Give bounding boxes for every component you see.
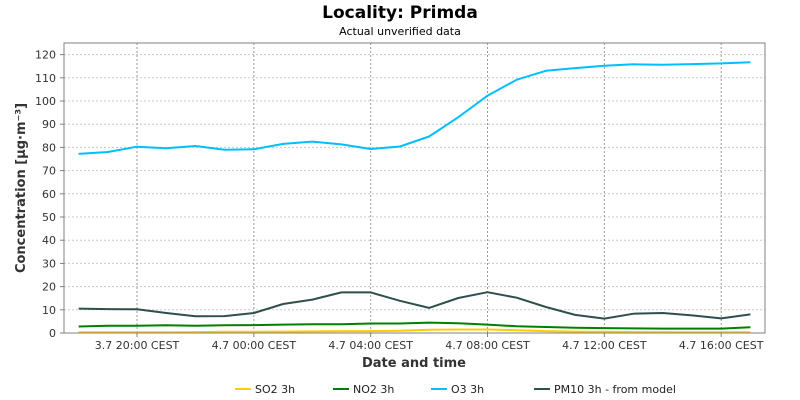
y-tick-label: 40 [42, 234, 56, 247]
y-tick-label: 20 [42, 281, 56, 294]
x-tick-label: 4.7 12:00 CEST [562, 339, 647, 352]
x-tick-label: 4.7 04:00 CEST [328, 339, 413, 352]
x-tick-label: 4.7 08:00 CEST [445, 339, 530, 352]
y-tick-label: 50 [42, 211, 56, 224]
series-line-0 [78, 328, 751, 334]
y-tick-label: 120 [35, 49, 56, 62]
legend-label-3: PM10 3h - from model [554, 383, 676, 396]
axes [63, 42, 766, 334]
y-tick-label: 30 [42, 257, 56, 270]
x-axis-ticks: 3.7 20:00 CEST 4.7 00:00 CEST 4.7 04:00 CE… [95, 333, 764, 352]
y-axis-ticks: 0 10 20 30 40 50 60 70 80 90 100 110 120 [35, 49, 64, 340]
legend-label-1: NO2 3h [353, 383, 394, 396]
plot-frame [63, 42, 766, 334]
series-line-2 [78, 61, 751, 155]
legend: SO2 3h NO2 3h O3 3h PM10 3h - from model [235, 383, 676, 396]
series-line-1 [78, 321, 751, 330]
legend-label-0: SO2 3h [255, 383, 295, 396]
x-axis-title: Date and time [362, 356, 466, 371]
series-layer [78, 61, 751, 334]
legend-label-2: O3 3h [451, 383, 484, 396]
y-tick-label: 100 [35, 95, 56, 108]
y-tick-label: 0 [49, 327, 56, 340]
x-tick-label: 4.7 00:00 CEST [212, 339, 297, 352]
y-axis-title: Concentration [µg·m⁻³] [14, 103, 29, 273]
y-tick-label: 70 [42, 165, 56, 178]
chart-subtitle: Actual unverified data [339, 25, 461, 38]
y-tick-label: 110 [35, 72, 56, 85]
y-tick-label: 80 [42, 141, 56, 154]
y-tick-label: 10 [42, 304, 56, 317]
y-tick-label: 90 [42, 118, 56, 131]
series-line-3 [78, 291, 751, 320]
x-tick-label: 3.7 20:00 CEST [95, 339, 180, 352]
x-tick-label: 4.7 16:00 CEST [679, 339, 764, 352]
y-tick-label: 60 [42, 188, 56, 201]
chart-title: Locality: Primda [322, 3, 478, 23]
plot-area [64, 43, 765, 333]
